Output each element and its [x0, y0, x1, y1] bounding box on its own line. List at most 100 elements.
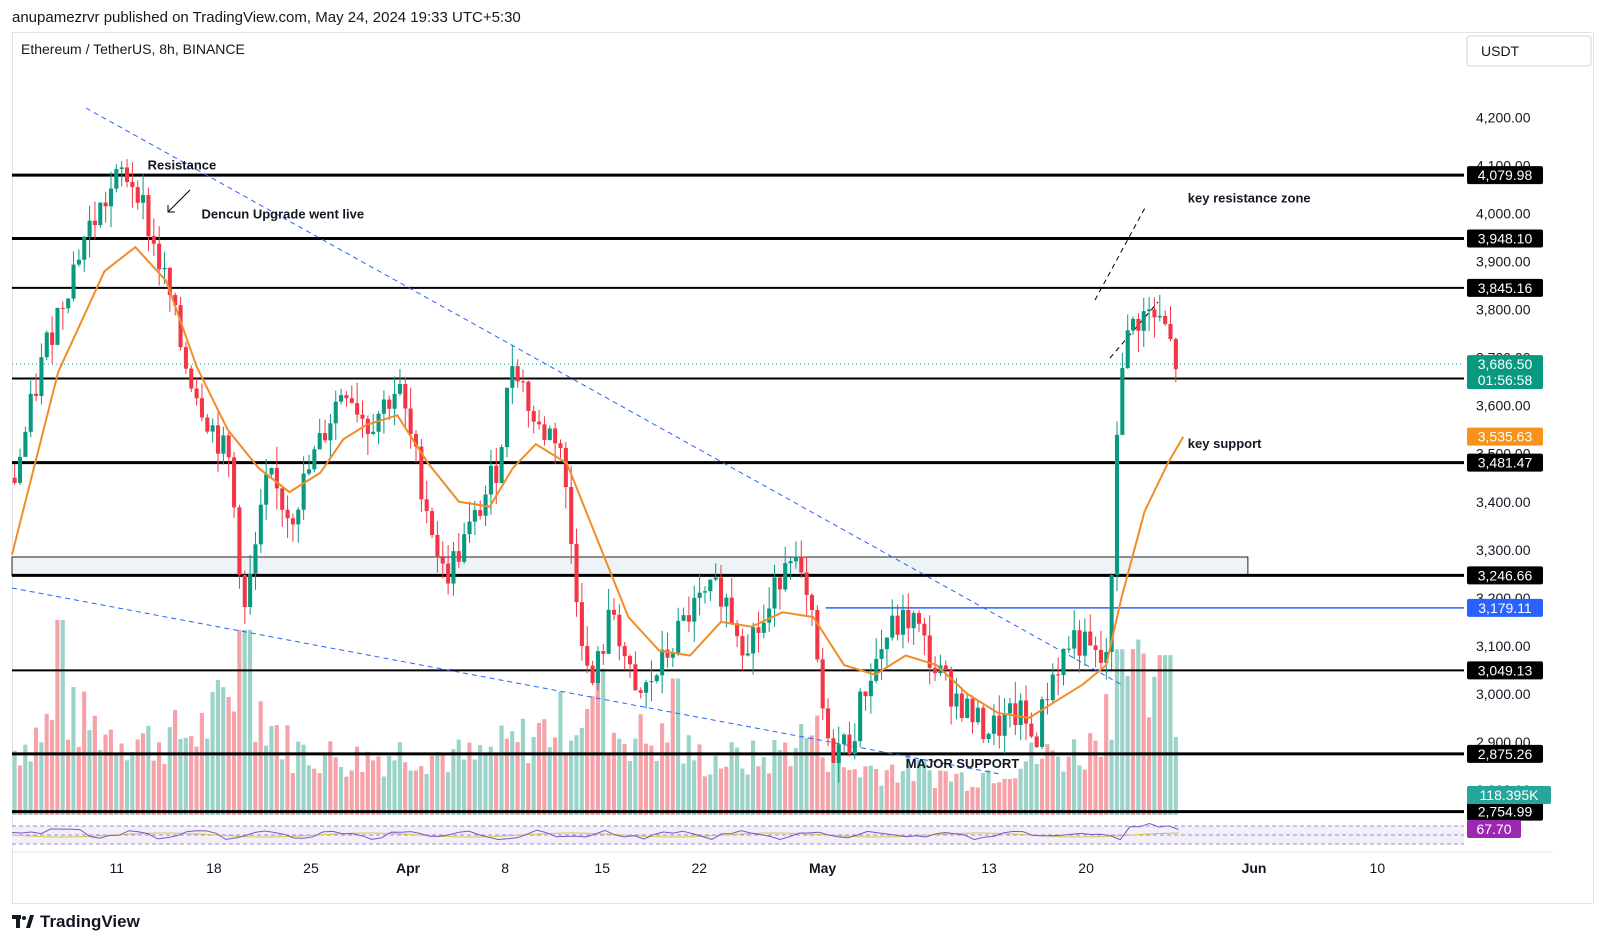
volume-bar	[199, 712, 204, 815]
levels-layer	[12, 173, 1464, 814]
candle-body	[729, 597, 734, 624]
volume-bar	[156, 742, 162, 815]
volume-bar	[472, 759, 477, 815]
level-price-badge	[1467, 278, 1543, 297]
candle-body	[686, 615, 691, 622]
candle-body	[162, 267, 167, 270]
candle-body	[365, 418, 370, 434]
candle-body	[847, 734, 852, 755]
volume-bar	[12, 750, 17, 815]
candle-body	[1007, 703, 1013, 714]
volume-bar	[242, 629, 247, 815]
footer-brand[interactable]: TradingView	[12, 912, 140, 932]
candle-body	[622, 646, 627, 657]
candle-body	[285, 509, 290, 519]
candle-body	[344, 395, 349, 399]
candle-body	[296, 509, 301, 525]
price-chart[interactable]: Resistance Dencun Upgrade went live key re…	[0, 0, 1600, 912]
volume-bar	[167, 727, 172, 815]
candle-body	[660, 649, 665, 676]
volume-bar	[959, 772, 964, 815]
candle-body	[451, 551, 456, 584]
x-tick-label: 18	[206, 860, 222, 876]
volume-bar	[376, 756, 381, 815]
candle-body	[205, 417, 210, 432]
candle-body	[1045, 699, 1050, 701]
candle-body	[360, 414, 365, 419]
volume-bar	[1007, 778, 1012, 815]
candle-body	[1152, 309, 1157, 318]
candle-body	[87, 220, 92, 237]
volume-bar	[884, 770, 889, 815]
volume-bar	[611, 732, 616, 815]
candle-body	[799, 556, 804, 573]
volume-bar	[461, 759, 467, 815]
volume-bar	[1055, 756, 1061, 815]
volume-bar	[119, 743, 124, 815]
y-tick-label: 3,100.00	[1476, 638, 1531, 654]
candle-body	[151, 236, 156, 244]
volume-bar	[98, 749, 103, 815]
volume-bar	[440, 753, 445, 815]
volume-bar	[750, 740, 756, 815]
currency-button[interactable]	[1466, 35, 1592, 67]
volume-bar	[820, 757, 825, 815]
candle-body	[718, 577, 724, 607]
candle-body	[12, 477, 17, 483]
candle-body	[783, 563, 788, 590]
volume-bar	[868, 765, 873, 815]
volume-bar	[237, 629, 242, 815]
volume-bar	[504, 738, 509, 815]
candle-body	[916, 613, 922, 624]
volume-bar	[103, 734, 108, 815]
volume-bar	[215, 679, 220, 815]
trend-line[interactable]	[85, 107, 1125, 687]
x-tick-label: 13	[981, 860, 997, 876]
y-tick-label: 3,600.00	[1476, 398, 1531, 414]
candle-body	[1098, 649, 1103, 663]
candle-body	[306, 469, 312, 474]
candle-body	[628, 656, 633, 665]
candle-body	[387, 399, 392, 409]
candle-body	[633, 664, 638, 691]
moving-average-line[interactable]	[11, 245, 1185, 719]
zone-layer	[11, 556, 1249, 576]
trend-line[interactable]	[1094, 205, 1147, 301]
volume-bar	[793, 748, 798, 815]
candle-body	[467, 521, 472, 535]
volume-bar	[424, 773, 429, 815]
volume-bar	[643, 743, 649, 815]
volume-bar	[354, 746, 360, 815]
volume-bar	[365, 751, 370, 815]
volume-bar	[135, 739, 140, 815]
volume-bar	[932, 788, 938, 815]
level-price-badge	[1467, 453, 1543, 472]
volume-bar	[783, 742, 788, 815]
candle-body	[991, 715, 996, 734]
candle-body	[579, 602, 584, 647]
candle-body	[226, 435, 231, 458]
volume-bar	[124, 760, 130, 815]
volume-bar	[1173, 736, 1178, 815]
volume-bar	[397, 742, 402, 815]
candle-body	[1023, 700, 1029, 724]
candle-body	[1002, 713, 1007, 736]
volume-bar	[494, 753, 499, 815]
currency-label: USDT	[1481, 43, 1520, 59]
volume-bar	[857, 777, 863, 815]
support-zone-box	[11, 556, 1249, 576]
candle-body	[975, 707, 980, 723]
candle-body	[1168, 323, 1173, 340]
candle-body	[333, 401, 338, 424]
candle-body	[376, 413, 381, 432]
candle-body	[708, 579, 713, 592]
volume-bar	[247, 629, 253, 815]
volume-bar	[87, 730, 92, 815]
volume-bar	[114, 754, 119, 815]
candle-body	[1040, 699, 1045, 747]
candle-body	[852, 741, 857, 755]
volume-bar	[895, 782, 900, 815]
candle-body	[290, 518, 295, 525]
candle-body	[558, 443, 563, 448]
volume-bar	[1023, 761, 1029, 815]
